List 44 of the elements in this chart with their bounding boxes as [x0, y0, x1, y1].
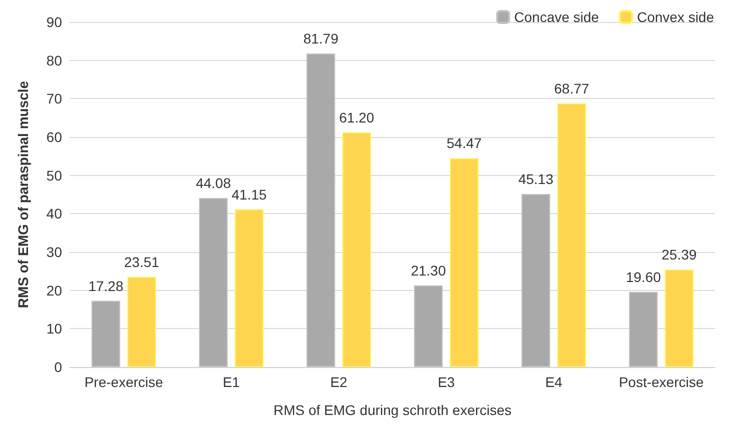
- x-axis-title: RMS of EMG during schroth exercises: [273, 402, 512, 418]
- text: 25.39: [662, 246, 697, 263]
- x-tick-label: E4: [545, 374, 563, 390]
- bar: [342, 132, 371, 367]
- y-tick-label: 60: [46, 129, 62, 145]
- legend-label: Convex side: [636, 9, 714, 25]
- bar: [557, 103, 586, 367]
- y-tick-label: 30: [46, 244, 62, 260]
- text: 81.79: [303, 30, 338, 46]
- text: 61.20: [339, 109, 374, 126]
- x-tick-label: E1: [222, 374, 240, 390]
- y-tick-label: 50: [46, 167, 62, 184]
- legend-label: Concave side: [514, 9, 600, 25]
- text: 19.60: [626, 268, 661, 285]
- y-tick-label: 40: [46, 206, 62, 222]
- bar: [234, 209, 264, 367]
- text: 21.30: [410, 262, 446, 278]
- y-tick-label: 80: [46, 52, 62, 68]
- bar: [522, 194, 550, 367]
- x-tick-label: Pre-exercise: [84, 374, 164, 390]
- text: 23.51: [124, 254, 160, 270]
- y-axis-title: RMS of EMG of paraspinal muscle: [15, 80, 31, 308]
- bar: [414, 285, 443, 367]
- y-tick-label: 90: [46, 14, 62, 30]
- bar: [306, 53, 336, 367]
- bar: [127, 276, 156, 367]
- bar: [664, 270, 694, 367]
- y-tick-label: 10: [46, 320, 62, 337]
- text: 17.28: [88, 278, 124, 294]
- bar: [629, 292, 658, 367]
- text: 44.08: [196, 175, 231, 192]
- y-tick-label: 70: [46, 90, 62, 107]
- x-tick-label: E3: [438, 374, 456, 390]
- y-tick-label: 20: [46, 282, 62, 298]
- text: 45.13: [518, 171, 554, 187]
- bar: [92, 300, 120, 367]
- x-tick-label: Post-exercise: [618, 374, 704, 390]
- text: 41.15: [232, 186, 267, 202]
- bar: [450, 158, 478, 367]
- text: 54.47: [446, 135, 482, 152]
- y-tick-label: 0: [54, 359, 62, 375]
- text: 68.77: [554, 80, 590, 96]
- x-tick-label: E2: [330, 374, 348, 390]
- bar: [199, 198, 228, 367]
